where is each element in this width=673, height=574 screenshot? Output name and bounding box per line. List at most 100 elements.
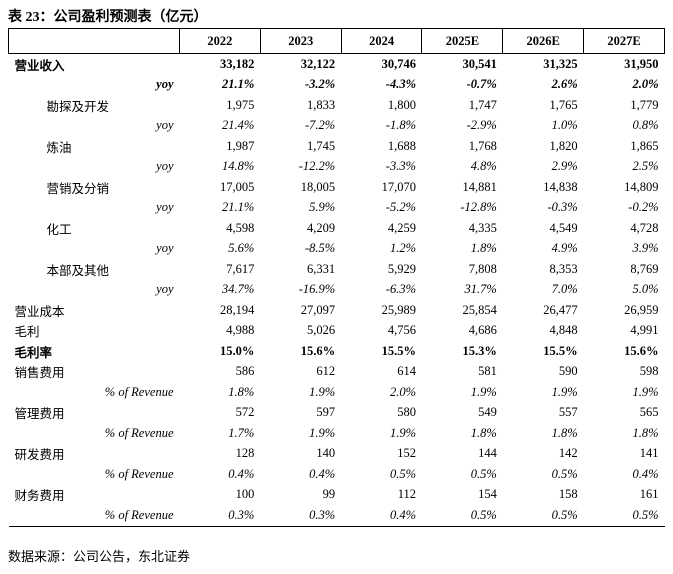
row-label: 管理费用 — [14, 407, 65, 422]
value-cell: 2.5% — [632, 159, 659, 174]
row-label: 毛利 — [14, 325, 40, 340]
value-cell: -2.9% — [466, 118, 497, 133]
value-cell: 4,686 — [468, 323, 497, 338]
table-row: 化工 4,598 4,209 4,259 4,335 4,549 4,728 — [9, 218, 665, 239]
row-label: 勘探及开发 — [46, 99, 110, 114]
value-cell: -16.9% — [298, 282, 336, 297]
value-cell: 1,765 — [549, 97, 578, 112]
value-cell: 549 — [478, 405, 497, 420]
table-row: 销售费用 586 612 614 581 590 598 — [9, 362, 665, 383]
row-label: 营销及分销 — [46, 181, 110, 196]
value-cell: 31,950 — [583, 53, 665, 75]
value-cell: 0.4% — [341, 505, 422, 527]
value-cell: 5,929 — [387, 261, 416, 276]
value-cell: 141 — [639, 446, 659, 461]
value-cell: 34.7% — [222, 282, 255, 297]
value-cell: 0.5% — [583, 505, 665, 527]
source-note: 数据来源：公司公告，东北证券 — [8, 549, 191, 564]
value-cell: -0.7% — [466, 77, 497, 92]
table-title: 表 23：公司盈利预测表（亿元） — [8, 10, 208, 25]
value-cell: 161 — [639, 487, 659, 502]
value-cell: 597 — [316, 405, 336, 420]
value-cell: 0.4% — [228, 466, 255, 481]
value-cell: 128 — [235, 446, 255, 461]
table-row: % of Revenue 0.3% 0.3% 0.4% 0.5% 0.5% 0.5% — [8, 505, 665, 527]
value-cell: 0.3% — [179, 505, 261, 527]
header-row: 2022 2023 2024 2025E 2026E 2027E — [8, 28, 665, 54]
value-cell: 1,747 — [468, 97, 497, 112]
row-label: % of Revenue — [104, 384, 174, 399]
table-row: 毛利率 15.0% 15.6% 15.5% 15.3% 15.5% 15.6% — [9, 341, 665, 362]
table-row: % of Revenue 1.8% 1.9% 2.0% 1.9% 1.9% 1.9% — [9, 382, 665, 403]
row-label: % of Revenue — [104, 425, 174, 440]
value-cell: 28,194 — [219, 302, 255, 317]
row-label: 炼油 — [46, 140, 72, 155]
value-cell: 144 — [478, 446, 497, 461]
value-cell: 1,779 — [630, 97, 659, 112]
value-cell: 2.0% — [632, 77, 659, 92]
table-row: yoy 21.4% -7.2% -1.8% -2.9% 1.0% 0.8% — [9, 116, 665, 137]
value-cell: 25,989 — [381, 302, 416, 317]
value-cell: 1.8% — [632, 425, 659, 440]
table-row: 管理费用 572 597 580 549 557 565 — [9, 403, 665, 424]
value-cell: 4,549 — [549, 220, 578, 235]
value-cell: 1.9% — [470, 384, 497, 399]
forecast-table: 2022 2023 2024 2025E 2026E 2027E 营业收入 33,182 32,… — [8, 28, 665, 527]
value-cell: 1,688 — [387, 138, 416, 153]
value-cell: 1.9% — [309, 384, 336, 399]
value-cell: -3.3% — [385, 159, 416, 174]
value-cell: 1,768 — [468, 138, 497, 153]
header-cell: 2026E — [502, 28, 585, 54]
value-cell: 31.7% — [464, 282, 497, 297]
value-cell: 1.9% — [551, 384, 578, 399]
value-cell: 0.8% — [632, 118, 659, 133]
value-cell: 18,005 — [300, 179, 336, 194]
value-cell: 0.5% — [389, 466, 416, 481]
table-row: yoy 14.8% -12.2% -3.3% 4.8% 2.9% 2.5% — [9, 157, 665, 178]
value-cell: 1.9% — [632, 384, 659, 399]
value-cell: 0.5% — [551, 466, 578, 481]
value-cell: 581 — [478, 364, 497, 379]
row-label: yoy — [156, 282, 174, 297]
row-label: 本部及其他 — [46, 263, 110, 278]
value-cell: 4,848 — [549, 323, 578, 338]
value-cell: 0.4% — [632, 466, 659, 481]
value-cell: -8.5% — [304, 241, 336, 256]
table-row: 炼油 1,987 1,745 1,688 1,768 1,820 1,865 — [9, 136, 665, 157]
table-row: % of Revenue 0.4% 0.4% 0.5% 0.5% 0.5% 0.4% — [9, 464, 665, 485]
table-row: % of Revenue 1.7% 1.9% 1.9% 1.8% 1.8% 1.8% — [9, 423, 665, 444]
value-cell: 598 — [639, 364, 659, 379]
value-cell: 142 — [558, 446, 578, 461]
value-cell: 1,800 — [387, 97, 416, 112]
row-label: yoy — [156, 159, 174, 174]
value-cell: 15.5% — [381, 343, 416, 358]
value-cell: 0.5% — [470, 466, 497, 481]
value-cell: 1.9% — [309, 425, 336, 440]
row-label: 营业成本 — [14, 304, 65, 319]
value-cell: 7,808 — [468, 261, 497, 276]
value-cell: 158 — [558, 487, 578, 502]
value-cell: 17,070 — [381, 179, 416, 194]
value-cell: 112 — [397, 487, 416, 502]
row-label: 化工 — [46, 222, 72, 237]
value-cell: 154 — [478, 487, 497, 502]
header-cell: 2022 — [179, 28, 261, 54]
value-cell: 5.6% — [228, 241, 255, 256]
value-cell: 1.9% — [389, 425, 416, 440]
value-cell: 4,728 — [630, 220, 659, 235]
value-cell: 21.1% — [222, 200, 255, 215]
value-cell: 590 — [558, 364, 578, 379]
value-cell: 152 — [397, 446, 416, 461]
value-cell: -4.3% — [385, 77, 416, 92]
value-cell: 557 — [558, 405, 578, 420]
value-cell: 32,122 — [260, 53, 342, 75]
header-cell: 2027E — [583, 28, 665, 54]
table-row: 毛利 4,988 5,026 4,756 4,686 4,848 4,991 — [9, 321, 665, 342]
value-cell: 572 — [235, 405, 255, 420]
header-cell: 2023 — [259, 28, 342, 54]
value-cell: 15.5% — [543, 343, 578, 358]
table-row: 本部及其他 7,617 6,331 5,929 7,808 8,353 8,769 — [9, 259, 665, 280]
value-cell: 5,026 — [307, 323, 336, 338]
value-cell: 33,182 — [179, 53, 261, 75]
